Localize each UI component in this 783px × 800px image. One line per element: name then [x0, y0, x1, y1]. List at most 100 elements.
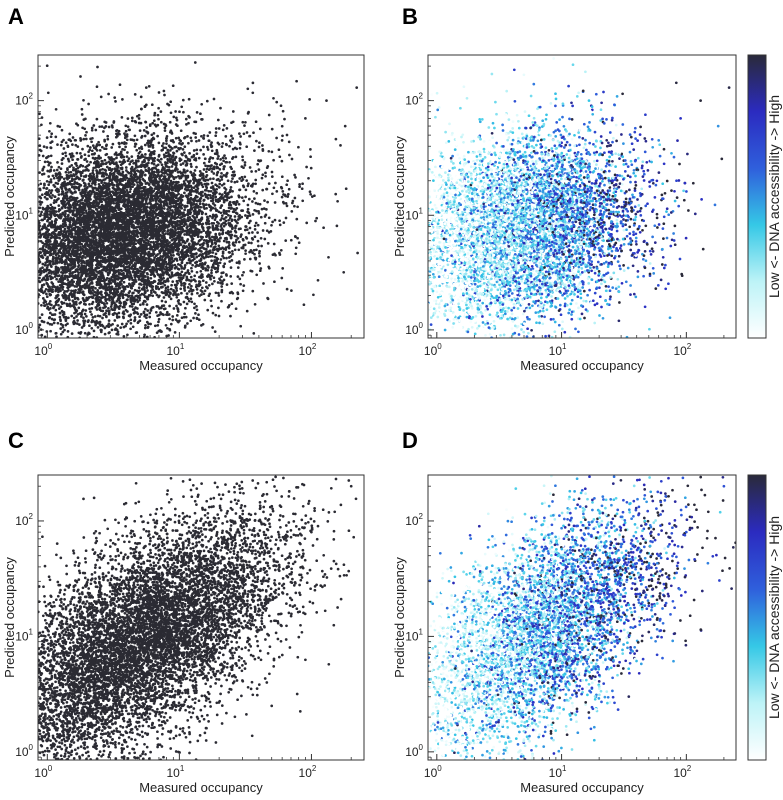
scatter-point — [75, 151, 79, 155]
scatter-point — [107, 307, 110, 310]
scatter-point — [206, 145, 209, 149]
scatter-point — [138, 315, 141, 319]
scatter-point — [197, 254, 201, 258]
scatter-point — [210, 268, 213, 272]
scatter-point — [131, 270, 135, 274]
scatter-point — [273, 218, 277, 222]
scatter-point — [189, 162, 193, 166]
scatter-point — [83, 331, 87, 335]
scatter-point — [165, 292, 169, 296]
scatter-point — [231, 137, 235, 140]
scatter-point — [194, 312, 197, 315]
scatter-point — [144, 86, 148, 89]
scatter-point — [224, 215, 228, 219]
scatter-point — [255, 273, 259, 277]
scatter-point — [136, 321, 140, 325]
scatter-point — [139, 107, 143, 111]
scatter-point — [116, 275, 119, 278]
scatter-point — [177, 239, 181, 242]
scatter-point — [133, 93, 137, 96]
scatter-point — [52, 212, 56, 216]
scatter-point — [114, 100, 117, 103]
scatter-point — [284, 216, 288, 220]
scatter-point — [247, 231, 251, 235]
scatter-point — [157, 278, 161, 282]
scatter-point — [215, 209, 219, 212]
scatter-point — [266, 200, 269, 204]
scatter-point — [245, 309, 249, 313]
scatter-point — [125, 155, 129, 158]
scatter-point — [256, 223, 260, 227]
scatter-point — [185, 261, 189, 265]
scatter-point — [195, 270, 199, 274]
scatter-point — [159, 120, 163, 124]
scatter-point — [217, 244, 221, 248]
scatter-point — [143, 333, 146, 337]
scatter-point — [183, 168, 186, 172]
scatter-point — [140, 288, 144, 291]
scatter-point — [193, 169, 197, 172]
scatter-point — [120, 116, 124, 119]
scatter-point — [56, 321, 60, 325]
scatter-point — [227, 305, 230, 309]
scatter-point — [74, 143, 78, 147]
scatter-point — [279, 104, 283, 108]
scatter-point — [129, 321, 133, 325]
scatter-point — [157, 106, 160, 110]
scatter-point — [70, 314, 74, 318]
scatter-point — [45, 303, 49, 306]
scatter-point — [296, 205, 299, 209]
scatter-point — [242, 185, 246, 189]
scatter-point — [122, 263, 125, 267]
scatter-point — [192, 186, 196, 190]
scatter-point — [183, 145, 187, 149]
scatter-point — [154, 198, 157, 202]
scatter-point — [122, 268, 126, 272]
scatter-point — [61, 313, 65, 317]
scatter-point — [205, 167, 209, 171]
scatter-point — [112, 230, 116, 234]
scatter-point — [95, 85, 99, 89]
scatter-point — [124, 213, 128, 216]
scatter-point — [160, 268, 163, 272]
scatter-point — [266, 296, 269, 300]
scatter-point — [79, 246, 82, 250]
scatter-point — [309, 155, 312, 159]
scatter-point — [137, 278, 141, 281]
scatter-point — [146, 309, 150, 312]
scatter-point — [97, 140, 100, 144]
scatter-point — [210, 149, 214, 153]
scatter-point — [143, 291, 147, 295]
scatter-point — [248, 226, 252, 230]
scatter-point — [45, 295, 49, 299]
scatter-point — [222, 124, 226, 127]
scatter-point — [90, 313, 93, 316]
scatter-point — [52, 201, 56, 205]
scatter-point — [58, 311, 62, 315]
scatter-point — [183, 266, 187, 269]
scatter-point — [172, 140, 175, 144]
scatter-point — [258, 254, 261, 258]
scatter-point — [207, 283, 211, 287]
scatter-point — [244, 235, 248, 239]
scatter-point — [77, 227, 80, 231]
scatter-point — [200, 250, 203, 253]
scatter-point — [98, 125, 102, 129]
scatter-point — [253, 252, 256, 256]
scatter-point — [168, 317, 171, 321]
scatter-point — [230, 195, 233, 199]
scatter-point — [243, 124, 246, 127]
scatter-point — [202, 292, 206, 296]
scatter-point — [145, 130, 148, 134]
scatter-point — [157, 153, 161, 157]
scatter-point — [107, 125, 111, 129]
scatter-point — [157, 267, 161, 271]
scatter-point — [231, 250, 234, 253]
scatter-point — [251, 200, 254, 203]
scatter-point — [213, 218, 217, 222]
scatter-point — [48, 121, 52, 125]
scatter-point — [152, 137, 156, 141]
scatter-point — [48, 210, 52, 213]
scatter-point — [53, 275, 57, 278]
scatter-point — [46, 275, 49, 279]
